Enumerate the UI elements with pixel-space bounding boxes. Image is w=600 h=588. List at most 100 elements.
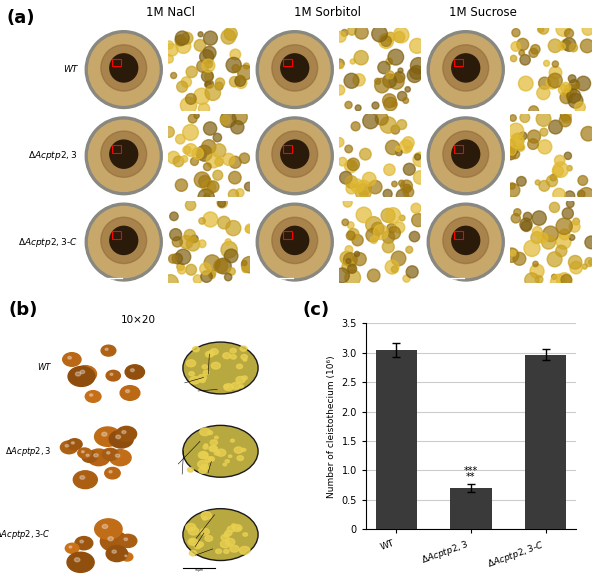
Text: WT: WT [64,65,78,74]
Circle shape [382,231,395,243]
Circle shape [366,228,379,242]
Circle shape [108,537,113,541]
Circle shape [205,457,212,462]
Circle shape [221,534,229,540]
Circle shape [547,175,557,186]
Circle shape [218,216,230,229]
Circle shape [398,68,403,73]
Circle shape [560,111,571,121]
Circle shape [344,74,359,88]
Circle shape [215,436,218,439]
Circle shape [559,229,570,240]
Circle shape [382,240,394,253]
Circle shape [204,255,220,271]
Circle shape [573,218,580,225]
Circle shape [229,455,232,457]
Circle shape [383,94,396,108]
Circle shape [175,31,189,45]
Circle shape [391,266,398,273]
Circle shape [520,218,532,230]
Circle shape [236,364,242,369]
Circle shape [165,55,173,63]
Circle shape [199,452,208,459]
Circle shape [185,143,197,156]
Circle shape [110,450,131,466]
Circle shape [225,460,229,463]
Circle shape [101,45,146,91]
Circle shape [431,34,501,105]
Circle shape [214,259,227,273]
Circle shape [186,360,196,367]
Circle shape [510,115,516,121]
Circle shape [353,253,366,266]
Circle shape [100,531,128,552]
Circle shape [562,208,574,219]
Circle shape [105,467,120,479]
Circle shape [535,276,543,283]
Circle shape [231,383,240,389]
Circle shape [368,181,382,194]
Circle shape [194,543,201,549]
Circle shape [184,229,196,241]
Ellipse shape [183,342,258,394]
Circle shape [201,465,209,470]
Circle shape [381,36,391,46]
Circle shape [119,534,137,547]
Circle shape [578,176,587,185]
Circle shape [67,439,82,450]
Circle shape [395,149,402,156]
Circle shape [175,179,188,191]
Circle shape [569,221,580,232]
Circle shape [210,349,218,355]
Circle shape [245,226,253,233]
Circle shape [518,76,533,91]
Circle shape [204,444,208,447]
Circle shape [194,39,206,51]
Circle shape [221,115,230,125]
Circle shape [229,189,239,200]
Circle shape [385,141,400,155]
Circle shape [589,259,594,265]
Circle shape [383,189,392,199]
Bar [454,231,463,239]
Circle shape [200,50,214,64]
Circle shape [85,390,101,402]
Circle shape [202,517,207,520]
Circle shape [375,78,389,93]
Circle shape [557,273,572,288]
Circle shape [391,251,406,266]
Circle shape [185,200,196,211]
Text: $\Delta$$\mathit{Acptp2,3}$-$C$: $\Delta$$\mathit{Acptp2,3}$-$C$ [18,236,78,249]
Circle shape [223,153,235,165]
Circle shape [67,552,94,572]
Circle shape [212,144,226,158]
Circle shape [74,558,80,562]
Circle shape [403,137,414,149]
Circle shape [338,158,347,166]
Circle shape [223,353,231,359]
Circle shape [199,218,205,224]
Circle shape [520,55,530,65]
Circle shape [229,156,241,168]
Circle shape [226,539,235,545]
Bar [454,145,463,152]
Circle shape [410,65,424,79]
Circle shape [385,208,401,223]
Circle shape [176,134,185,144]
Circle shape [335,268,349,283]
Circle shape [166,44,178,56]
Circle shape [208,351,214,356]
Circle shape [202,59,215,72]
Circle shape [359,148,371,160]
Circle shape [203,163,211,171]
Circle shape [578,188,594,203]
Circle shape [352,235,363,246]
Circle shape [346,183,356,194]
Circle shape [391,102,397,107]
Circle shape [225,239,231,245]
Circle shape [116,426,137,442]
Circle shape [531,232,542,243]
Circle shape [228,268,235,275]
Circle shape [514,209,521,216]
Circle shape [238,65,253,80]
